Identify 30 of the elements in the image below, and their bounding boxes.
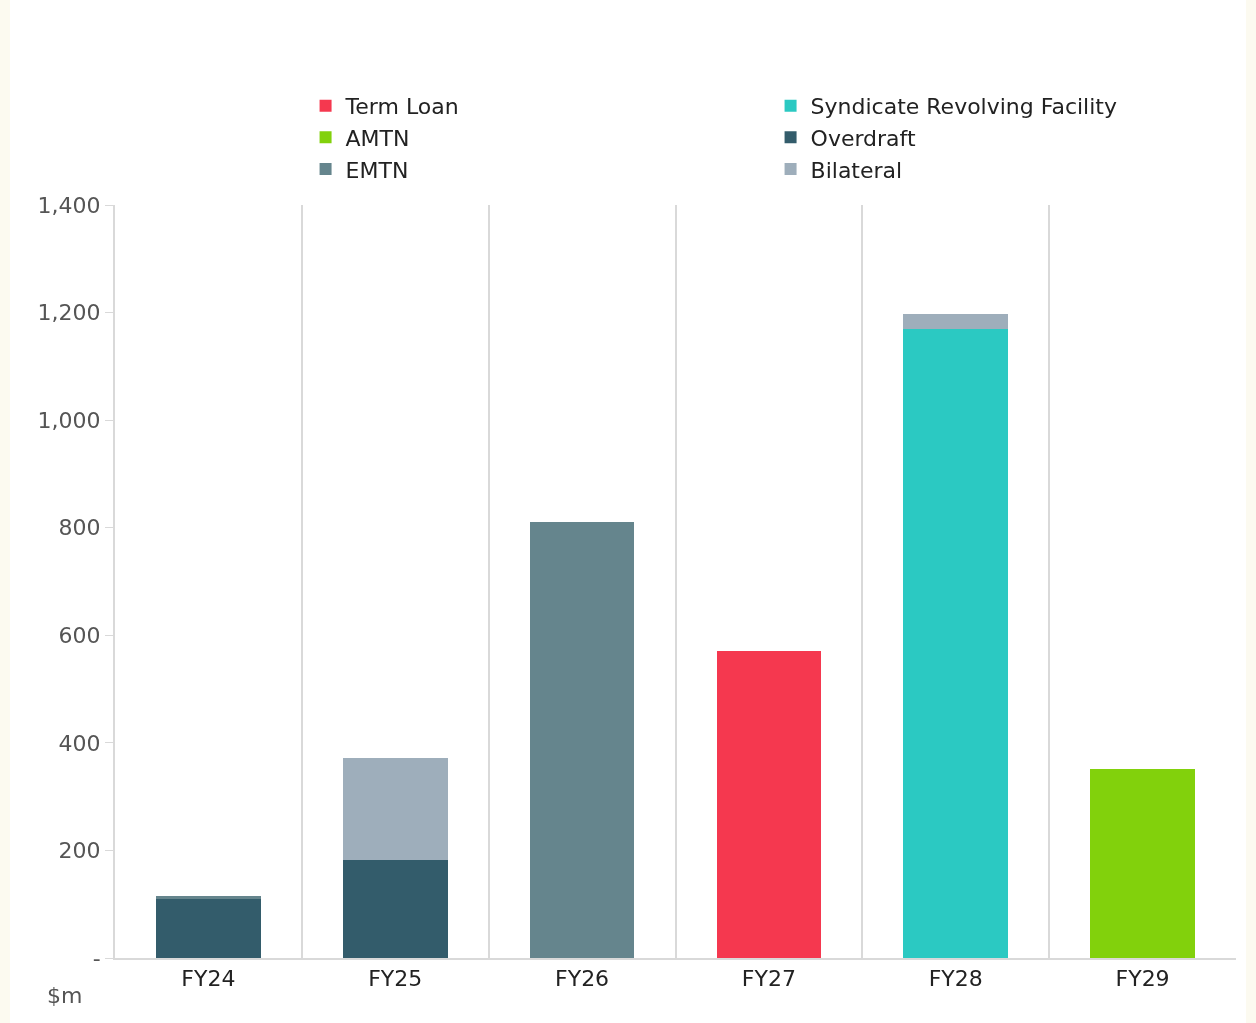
- y-tick-label: 1,000: [37, 407, 101, 433]
- bar: [529, 522, 635, 958]
- bar: [156, 898, 261, 958]
- legend-label: Term Loan: [344, 94, 459, 120]
- x-tick-label: FY24: [181, 966, 236, 992]
- bar: [903, 313, 1009, 329]
- y-tick-label: 600: [58, 622, 101, 648]
- legend-label: AMTN: [345, 125, 410, 151]
- x-tick-label: FY28: [928, 966, 983, 992]
- bar: [1090, 769, 1195, 958]
- bar: [342, 859, 448, 958]
- bar: [903, 328, 1009, 958]
- y-tick-label: 200: [58, 838, 101, 864]
- legend-label: Overdraft: [810, 125, 916, 151]
- y-tick-label: 1,400: [37, 192, 101, 218]
- legend-label: Bilateral: [810, 157, 903, 183]
- y-tick-label: -: [92, 945, 101, 971]
- x-tick-label: FY27: [741, 966, 796, 992]
- legend-label: EMTN: [345, 157, 409, 183]
- y-tick-label: 400: [58, 730, 101, 756]
- bar: [342, 758, 448, 860]
- y-axis-title: $m: [47, 983, 83, 1008]
- y-tick-label: 1,200: [37, 300, 101, 326]
- legend-label: Syndicate Revolving Facility: [810, 94, 1117, 120]
- bar: [716, 650, 822, 958]
- y-tick-label: 800: [58, 515, 101, 541]
- x-tick-label: FY29: [1115, 966, 1170, 992]
- x-tick-label: FY26: [555, 966, 610, 992]
- bar: [156, 896, 261, 899]
- x-tick-label: FY25: [368, 966, 423, 992]
